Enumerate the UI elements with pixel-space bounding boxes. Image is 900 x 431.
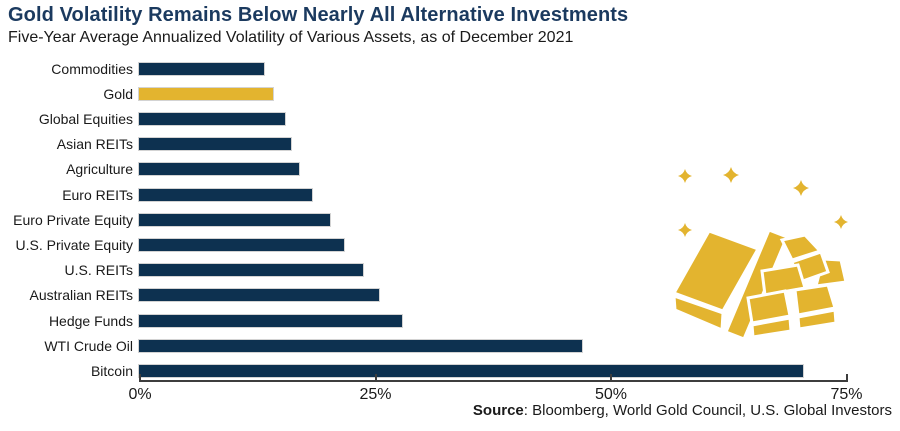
category-label: Global Equities [38,110,133,127]
source-label: Source [472,402,524,419]
gold-ingot [746,289,792,325]
chart-row: U.S. REITs [0,258,900,283]
category-label: Gold [103,85,133,102]
chart-row: Commodities [0,56,900,81]
bar-commodities [139,62,265,75]
bar-gold [139,87,273,100]
x-axis-line [139,380,848,382]
bar-euro-reits [139,188,313,201]
category-label: Commodities [51,60,133,77]
bar-global-equities [139,112,285,125]
category-label: Euro Private Equity [13,211,133,228]
page-title: Gold Volatility Remains Below Nearly All… [8,4,629,26]
category-label: U.S. REITs [64,262,133,279]
source-note: Source: Bloomberg, World Gold Council, U… [473,402,892,420]
chart-row: U.S. Private Equity [0,232,900,257]
category-label: Asian REITs [56,136,133,153]
chart-row: Bitcoin [0,358,900,383]
x-axis-tick-label: 75% [830,386,863,403]
bar-asian-reits [139,138,291,151]
chart-row: Gold [0,81,900,106]
sparkle-icon [678,223,692,237]
bar-agriculture [139,163,300,176]
x-axis-tick [845,374,848,381]
category-label: Australian REITs [29,287,133,304]
gold-ingot [750,316,793,339]
gold-bars-icon [671,167,848,341]
chart-row: Hedge Funds [0,308,900,333]
x-axis-tick [374,374,377,381]
category-label: Agriculture [66,161,133,178]
bar-u-s-reits [139,264,364,277]
gold-ingot [793,283,837,317]
category-label: WTI Crude Oil [44,337,133,354]
sparkle-icon [723,167,739,183]
chart-row: Global Equities [0,106,900,131]
source-text: : Bloomberg, World Gold Council, U.S. Gl… [523,402,892,419]
x-axis-tick [610,374,612,381]
bar-u-s-private-equity [139,238,345,251]
chart-row: Asian REITs [0,132,900,157]
bar-australian-reits [139,289,380,302]
x-axis-tick-label: 50% [594,386,628,403]
x-axis-tick-label: 25% [359,386,392,403]
category-label: Hedge Funds [48,312,133,329]
gold-ingot [724,228,789,341]
chart-row: Euro Private Equity [0,207,900,232]
bar-wti-crude-oil [139,339,582,352]
gold-ingot [672,293,725,333]
sparkle-icon [678,169,692,183]
bar-hedge-funds [139,314,402,327]
x-axis-tick [139,374,141,381]
bar-euro-private-equity [139,213,331,226]
page-subtitle: Five-Year Average Annualized Volatility … [8,29,574,46]
chart-row: Australian REITs [0,283,900,308]
sparkle-icons [678,167,848,237]
sparkle-icon [834,215,848,229]
gold-ingot [671,229,761,313]
chart-row: Agriculture [0,157,900,182]
x-axis-tick-label: 0% [128,386,152,403]
chart-row: WTI Crude Oil [0,333,900,358]
category-label: Bitcoin [90,362,133,379]
category-label: U.S. Private Equity [15,236,134,253]
gold-ingot [796,308,838,331]
sparkle-icon [793,180,809,196]
bar-bitcoin [139,364,804,377]
chart-row: Euro REITs [0,182,900,207]
category-label: Euro REITs [62,186,133,203]
